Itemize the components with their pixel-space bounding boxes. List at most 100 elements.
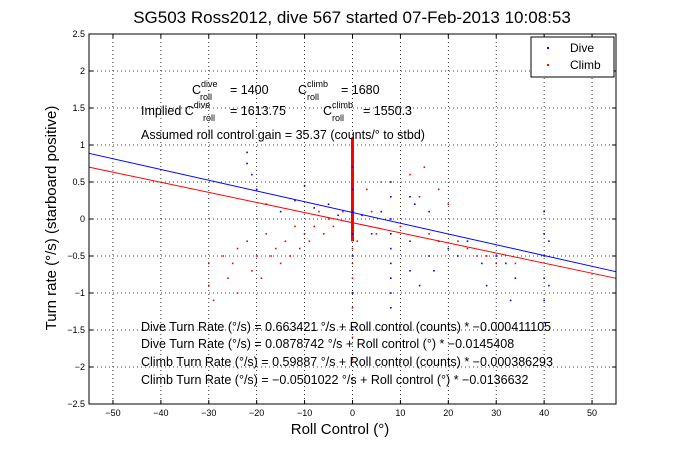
dive-point [351, 210, 354, 213]
y-tick-label: 1.5 [72, 103, 85, 113]
x-tick-label: −50 [105, 408, 120, 418]
dive-point [390, 218, 392, 220]
x-tick-label: −30 [201, 408, 216, 418]
dive-point [543, 277, 545, 279]
legend-box [530, 36, 615, 78]
fit-equation-climb-counts: Climb Turn Rate (°/s) = 0.59887 °/s + Ro… [141, 355, 553, 369]
legend-dive-marker [547, 47, 549, 49]
assumed-gain-text: Assumed roll control gain = 35.37 (count… [141, 128, 425, 142]
climb-point [207, 284, 210, 287]
fit-equation-climb-degrees: Climb Turn Rate (°/s) = −0.0501022 °/s +… [141, 373, 528, 387]
climb-point [275, 247, 277, 250]
fit-equations: Dive Turn Rate (°/s) = 0.663421 °/s + Ro… [141, 320, 553, 387]
dive-points [246, 151, 550, 331]
x-tick-label: 0 [350, 408, 355, 418]
climb-point [409, 173, 411, 176]
x-tick-label: 40 [539, 408, 549, 418]
legend-climb-marker [547, 64, 549, 66]
dive-point [433, 270, 435, 272]
c-dive-value: = 1400 [230, 83, 269, 97]
dive-point [351, 233, 354, 235]
dive-point [390, 196, 392, 198]
y-tick-label: 0 [80, 214, 85, 224]
y-tick-labels: −2.5 −2 −1.5 −1 −0.5 0 0.5 1 1.5 2 2.5 [67, 29, 85, 409]
y-tick-label: 0.5 [72, 177, 85, 187]
climb-point [437, 188, 440, 191]
dive-point [351, 329, 354, 331]
climb-point [485, 255, 488, 257]
climb-point [236, 292, 239, 294]
climb-point [351, 262, 354, 265]
dive-point [337, 214, 339, 217]
climb-point [207, 262, 210, 265]
climb-point [351, 358, 354, 361]
y-tick-label: −0.5 [67, 251, 85, 261]
dive-point [294, 199, 296, 202]
climb-point [466, 247, 469, 250]
x-tick-label: −40 [153, 408, 168, 418]
y-tick-label: 2 [80, 66, 85, 76]
dive-point [481, 262, 483, 265]
dive-fit-line [88, 152, 617, 273]
climb-point [327, 218, 330, 220]
dive-point [409, 270, 411, 272]
roll-coefficients: Cdive roll = 1400 Cclimb roll = 1680 Imp… [141, 79, 412, 123]
climb-point [418, 196, 421, 198]
climb-point [308, 240, 311, 242]
dive-point [390, 277, 392, 279]
y-tick-label: 1 [80, 140, 85, 150]
dive-point [428, 210, 430, 213]
implied-c-climb-sub: roll [332, 113, 344, 123]
dive-point [390, 307, 392, 309]
x-tick-labels: −50 −40 −30 −20 −10 0 10 20 30 40 50 [105, 408, 597, 418]
climb-point [299, 247, 301, 250]
climb-fit-line [88, 166, 617, 279]
climb-point [322, 233, 325, 235]
climb-point [380, 181, 383, 183]
climb-point [428, 233, 430, 235]
dive-point [447, 247, 450, 250]
implied-c-climb-value: = 1550.3 [363, 104, 412, 118]
dive-point [351, 166, 354, 168]
x-tick-label: 20 [443, 408, 453, 418]
y-tick-label: −1.5 [67, 325, 85, 335]
climb-point [246, 240, 248, 242]
dive-point [390, 247, 392, 250]
dive-point [495, 255, 498, 257]
x-tick-label: 50 [587, 408, 597, 418]
dive-point [509, 299, 512, 302]
c-dive-sub: roll [200, 92, 212, 102]
dive-point [390, 181, 392, 183]
climb-point [495, 262, 498, 265]
dive-point [457, 255, 459, 257]
climb-point [399, 225, 402, 228]
climb-point [313, 225, 315, 228]
dive-point [413, 203, 416, 205]
dive-point [514, 277, 517, 279]
climb-point [212, 299, 215, 302]
dive-point [313, 207, 315, 209]
climb-point [366, 188, 368, 191]
climb-point [351, 307, 354, 309]
dive-point [390, 262, 392, 265]
legend: Dive Climb [530, 36, 615, 78]
climb-point [279, 262, 282, 265]
climb-point [356, 240, 359, 242]
c-dive: Cdive [192, 79, 218, 97]
climb-point [236, 247, 239, 250]
climb-point [222, 255, 224, 257]
climb-point [289, 255, 292, 257]
dive-point [409, 196, 411, 198]
climb-point [265, 233, 268, 235]
plot-area [88, 33, 617, 405]
dive-point [543, 321, 545, 324]
x-tick-label: −10 [297, 408, 312, 418]
y-tick-label: −2.5 [67, 399, 85, 409]
climb-point [375, 233, 378, 235]
dive-point [251, 173, 253, 176]
dive-point [327, 203, 330, 205]
climb-point [294, 225, 296, 228]
climb-point [457, 240, 459, 242]
dive-point [548, 240, 550, 242]
